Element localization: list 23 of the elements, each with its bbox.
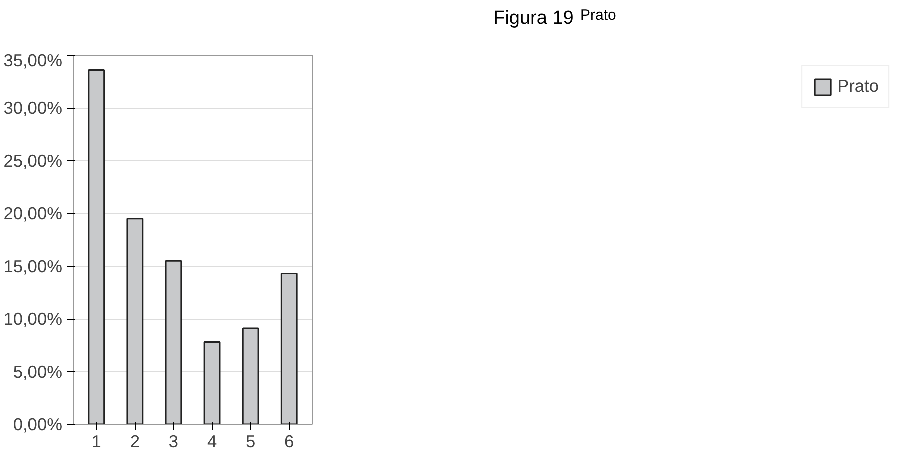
y-tick-label: 35,00% <box>4 50 63 70</box>
bar <box>126 218 144 424</box>
y-tick-label: 10,00% <box>4 309 63 330</box>
x-tick-label: 6 <box>284 432 294 452</box>
y-tick-label: 15,00% <box>4 256 63 276</box>
x-tick-label: 2 <box>130 432 140 452</box>
y-tick-label: 20,00% <box>4 204 63 224</box>
bar <box>204 342 221 424</box>
x-tick-label: 3 <box>168 432 179 452</box>
y-tick-label: 0,00% <box>13 414 63 434</box>
x-tick-label: 1 <box>92 432 102 452</box>
bar <box>242 328 260 424</box>
bar <box>280 272 298 424</box>
x-tick-label: 5 <box>246 432 256 452</box>
bar <box>88 70 106 424</box>
text: Prato <box>580 7 616 24</box>
y-tick-label: 25,00% <box>4 150 63 171</box>
y-tick-label: 5,00% <box>13 362 63 382</box>
text: Figura 19 <box>494 8 574 29</box>
x-tick-label: 4 <box>207 432 218 452</box>
bar <box>165 260 182 424</box>
y-tick-label: 30,00% <box>4 98 63 118</box>
legend-label: Prato <box>838 76 879 97</box>
